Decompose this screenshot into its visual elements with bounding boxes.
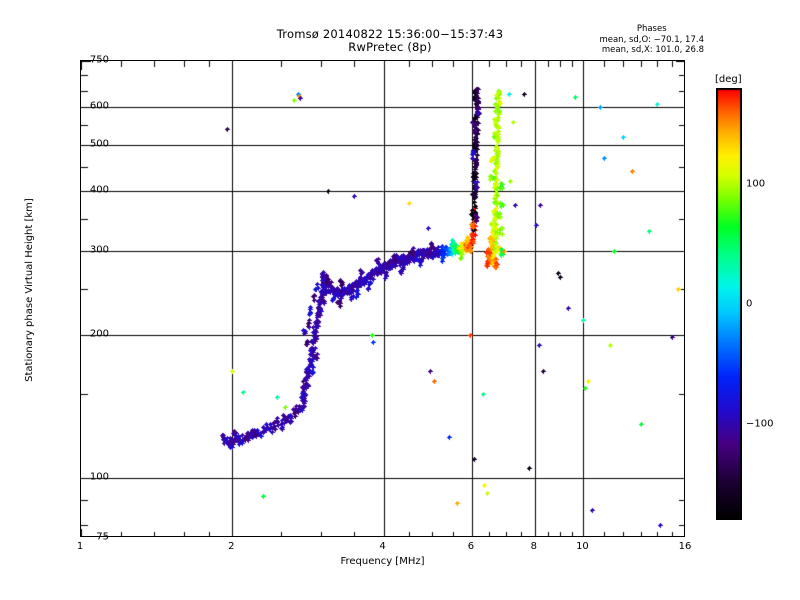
colorbar-tick-label: 0 (746, 298, 753, 310)
x-tick-label: 10 (576, 541, 589, 552)
y-tick-label: 300 (89, 244, 109, 256)
scatter-canvas (81, 61, 684, 536)
plot-title-line1: Tromsø 20140822 15:36:00−15:37:43 (276, 27, 504, 41)
plot-title: Tromsø 20140822 15:36:00−15:37:43 RwPret… (0, 28, 780, 54)
x-tick-label: 4 (379, 541, 386, 552)
phase-stats-x-mode: mean, sd,X: 101.0, 26.8 (601, 45, 704, 55)
x-tick-label: 8 (530, 541, 537, 552)
x-tick-label: 6 (467, 541, 475, 552)
y-tick-label: 600 (89, 100, 109, 112)
phase-stats-o-mode: mean, sd,O: −70.1, 17.4 (599, 34, 704, 45)
y-axis-label: Stationary phase Virtual Height [km] (24, 198, 35, 382)
y-tick-label: 400 (89, 184, 109, 196)
plot-area (80, 60, 685, 537)
y-tick-label: 75 (96, 531, 109, 543)
y-tick-label: 500 (89, 138, 109, 150)
x-axis-label: Frequency [MHz] (340, 556, 425, 567)
phase-stats-header: Phases (636, 24, 667, 34)
x-tick-label: 16 (678, 541, 692, 552)
x-tick-label: 1 (76, 541, 84, 552)
colorbar-tick-label: −100 (746, 418, 774, 430)
colorbar (716, 88, 742, 520)
y-tick-label: 750 (89, 54, 109, 66)
phase-stats-annotation: Phases mean, sd,O: −70.1, 17.4 mean, sd,… (599, 24, 704, 56)
y-tick-label: 200 (89, 328, 109, 340)
colorbar-gradient (716, 88, 742, 520)
colorbar-tick-label: 100 (746, 178, 766, 190)
x-tick-label: 2 (228, 541, 235, 552)
colorbar-unit-label: [deg] (714, 74, 743, 85)
plot-title-line2: RwPretec (8p) (348, 40, 432, 54)
y-tick-label: 100 (89, 471, 109, 483)
